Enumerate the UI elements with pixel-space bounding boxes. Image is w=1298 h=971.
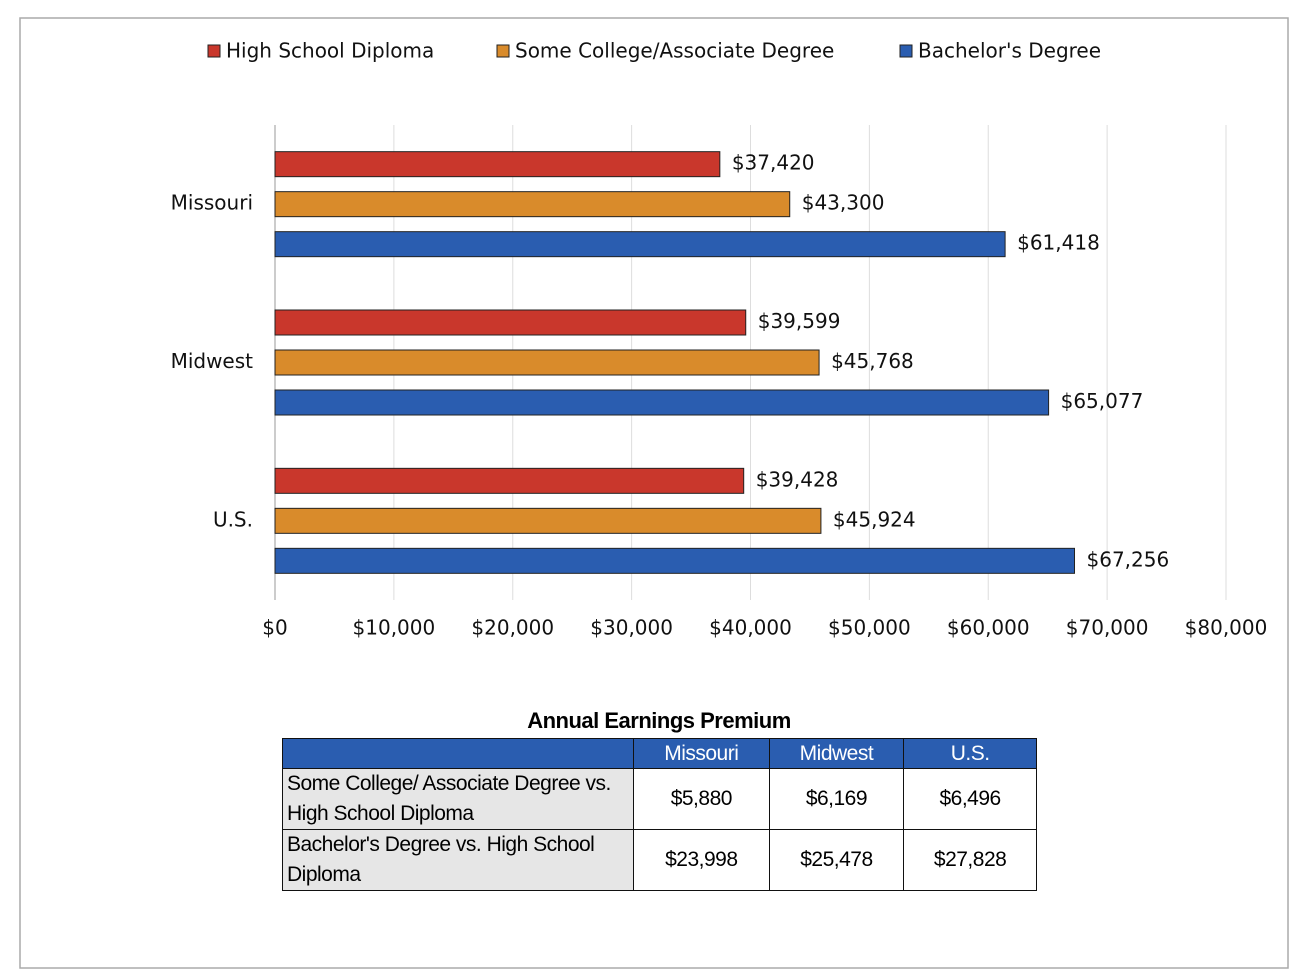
value-label: $37,420 — [732, 151, 815, 175]
legend-swatch — [207, 44, 221, 58]
y-tick-label: Missouri — [171, 191, 253, 215]
value-label: $61,418 — [1017, 231, 1100, 255]
y-tick-label: U.S. — [213, 507, 253, 531]
bar — [274, 349, 820, 376]
x-tick-label: $70,000 — [1066, 616, 1149, 640]
bar — [274, 309, 747, 336]
value-label: $39,599 — [758, 309, 841, 333]
bar — [274, 507, 822, 534]
legend-swatch — [496, 44, 510, 58]
legend-label: High School Diploma — [226, 39, 434, 63]
table-row: Some College/ Associate Degree vs. High … — [282, 768, 1037, 830]
table: Missouri Midwest U.S. Some College/ Associa… — [282, 738, 1037, 891]
bar — [274, 191, 791, 218]
bar — [274, 151, 721, 178]
legend-swatch — [899, 44, 913, 58]
header-corner — [282, 738, 634, 769]
bar — [274, 547, 1076, 574]
x-tick-label: $80,000 — [1185, 616, 1268, 640]
table-cell: $27,828 — [903, 829, 1037, 891]
x-tick-label: $60,000 — [947, 616, 1030, 640]
value-label: $65,077 — [1061, 389, 1144, 413]
x-tick-label: $50,000 — [828, 616, 911, 640]
value-label: $45,924 — [833, 507, 916, 531]
table-cell: $25,478 — [768, 829, 905, 891]
column-header: Missouri — [633, 738, 770, 769]
bar — [274, 467, 745, 494]
table-cell: $6,496 — [903, 768, 1037, 830]
column-header: U.S. — [903, 738, 1037, 769]
x-tick-label: $40,000 — [709, 616, 792, 640]
legend-label: Some College/Associate Degree — [515, 39, 834, 63]
bar — [274, 231, 1006, 258]
table-cell: $6,169 — [768, 768, 905, 830]
legend-label: Bachelor's Degree — [918, 39, 1101, 63]
value-label: $39,428 — [756, 467, 839, 491]
row-label: Some College/ Associate Degree vs. High … — [282, 768, 634, 830]
x-tick-label: $30,000 — [590, 616, 673, 640]
bar — [274, 389, 1050, 416]
table-title: Annual Earnings Premium — [527, 708, 791, 733]
value-label: $67,256 — [1087, 547, 1170, 571]
header-row: Missouri Midwest U.S. — [282, 738, 1037, 769]
x-tick-label: $0 — [262, 616, 287, 640]
value-label: $43,300 — [802, 191, 885, 215]
y-tick-label: Midwest — [171, 349, 254, 373]
row-label: Bachelor's Degree vs. High School Diplom… — [282, 829, 634, 891]
x-tick-label: $10,000 — [353, 616, 436, 640]
x-tick-label: $20,000 — [471, 616, 554, 640]
table-row: Bachelor's Degree vs. High School Diplom… — [282, 829, 1037, 891]
frame — [19, 17, 1289, 969]
value-label: $45,768 — [831, 349, 914, 373]
table-cell: $23,998 — [633, 829, 770, 891]
column-header: Midwest — [768, 738, 905, 769]
table-cell: $5,880 — [633, 768, 770, 830]
